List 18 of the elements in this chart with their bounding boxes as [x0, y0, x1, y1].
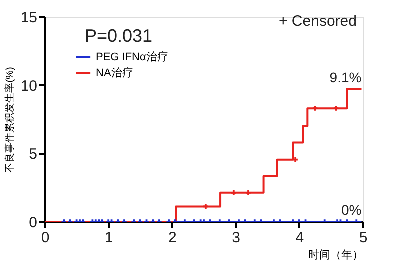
x-tick-label: 1 [104, 230, 114, 246]
y-tick-label: 10 [20, 78, 38, 95]
annotation: P=0.031 [85, 26, 153, 46]
legend-label: PEG IFNα治疗 [96, 50, 168, 64]
annotation: 9.1% [330, 69, 362, 86]
x-axis-title: 时间（年） [308, 248, 364, 262]
annotation: 0% [341, 202, 362, 218]
x-tick-label: 4 [296, 230, 304, 246]
legend-label: NA治疗 [96, 66, 134, 80]
y-tick-label: 15 [20, 10, 38, 26]
x-tick-label: 3 [232, 230, 240, 246]
y-tick-label: 0 [29, 214, 38, 232]
x-tick-label: 0 [41, 230, 50, 246]
x-tick-label: 2 [168, 230, 177, 246]
y-tick-label: 5 [29, 146, 38, 164]
x-tick-label: 5 [359, 230, 368, 246]
y-axis-title: 不良事件累积发生率(%) [4, 67, 16, 173]
annotation: + Censored [279, 13, 357, 30]
